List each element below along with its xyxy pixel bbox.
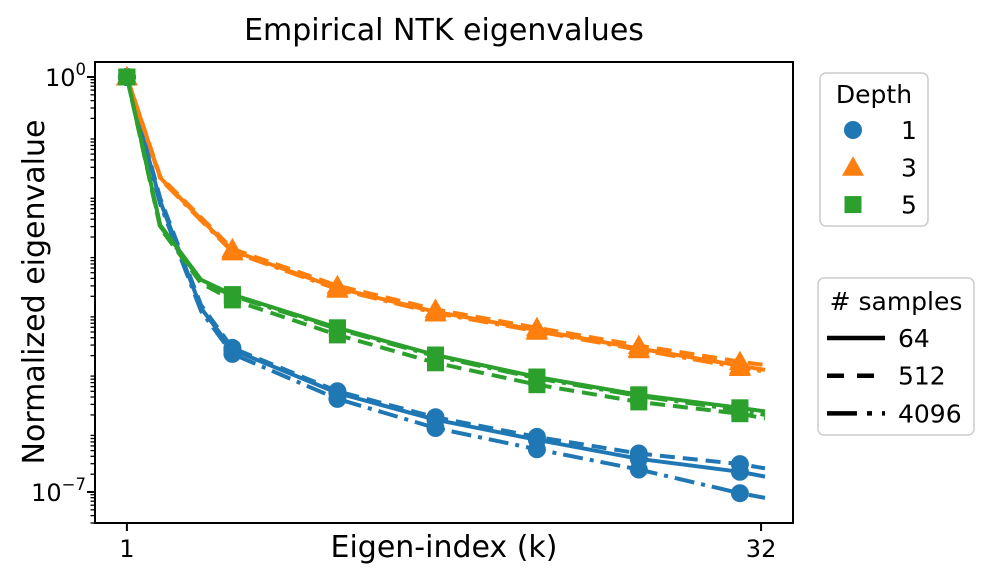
marker-depth1-n4096 [328, 389, 347, 408]
y-axis-label: Normalized eigenvalue [17, 120, 52, 465]
samples-legend-label-64: 64 [898, 324, 930, 353]
marker-depth3-n4096 [221, 240, 244, 261]
depth-legend-label-5: 5 [901, 191, 917, 220]
marker-depth1-n4096 [629, 460, 648, 479]
x-tick-label: 1 [119, 535, 134, 563]
line-depth3-n512 [125, 76, 766, 368]
depth-legend-marker-5 [844, 196, 862, 214]
line-depth3-n64 [125, 76, 766, 372]
depth-legend-label-1: 1 [901, 116, 917, 145]
line-depth1-n4096 [124, 76, 766, 500]
marker-depth1-n512 [730, 455, 749, 474]
depth-legend-label-3: 3 [901, 153, 917, 182]
samples-legend-label-512: 512 [898, 362, 946, 391]
marker-depth1-n4096 [527, 440, 546, 459]
marker-depth5-n4096 [223, 287, 241, 305]
samples-legend-label-4096: 4096 [898, 399, 962, 428]
chart-title: Empirical NTK eigenvalues [244, 13, 644, 48]
marker-depth3-n4096 [326, 278, 349, 298]
depth-legend-marker-3 [842, 156, 864, 176]
x-tick-label: 32 [746, 535, 777, 563]
marker-depth1-n4096 [223, 344, 242, 363]
line-depth3-n4096 [124, 76, 766, 374]
line-depth5-n512 [124, 76, 766, 421]
marker-depth3-n4096 [627, 338, 650, 359]
marker-depth1-n4096 [730, 484, 749, 503]
line-depth1-n512 [124, 76, 766, 471]
y-tick-label: 100 [45, 60, 86, 92]
marker-depth5-n4096 [630, 387, 648, 405]
samples-legend-box [817, 277, 975, 436]
marker-depth3-n4096 [728, 356, 751, 376]
marker-depth5-n4096 [328, 320, 346, 338]
samples-legend-title: # samples [830, 287, 963, 316]
marker-depth5-n4096 [427, 347, 444, 365]
depth-legend-box [819, 72, 929, 227]
marker-depth5-n4096 [731, 401, 749, 419]
marker-depth1-n512 [527, 427, 546, 446]
marker-depth1-n4096 [426, 419, 445, 437]
marker-depth3-n4096 [424, 302, 447, 322]
marker-depth3-n4096 [525, 320, 548, 340]
axes-frame [94, 61, 794, 524]
line-depth5-n4096 [124, 76, 766, 417]
depth-legend-marker-1 [844, 121, 862, 139]
depth-legend-title: Depth [836, 80, 912, 109]
x-axis-label: Eigen-index (k) [330, 530, 557, 565]
marker-depth5-n4096 [528, 369, 546, 387]
y-tick-label: 10−7 [31, 475, 86, 507]
marker-depth1-n512 [629, 444, 648, 463]
line-depth1-n64 [124, 76, 766, 479]
marker-depth5-n4096 [118, 68, 136, 86]
